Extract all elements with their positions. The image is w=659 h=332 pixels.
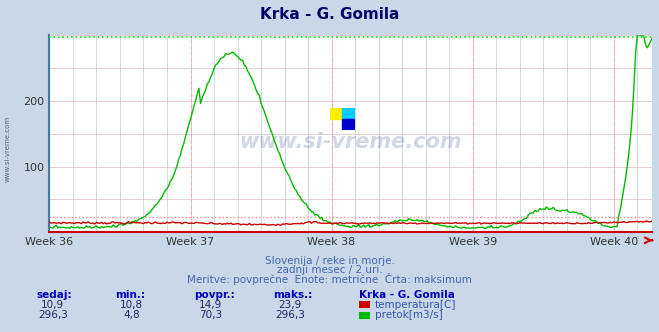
Text: www.si-vreme.com: www.si-vreme.com [240, 131, 462, 151]
Text: pretok[m3/s]: pretok[m3/s] [375, 310, 443, 320]
Text: sedaj:: sedaj: [36, 290, 72, 300]
Text: 296,3: 296,3 [275, 310, 305, 320]
Text: Krka - G. Gomila: Krka - G. Gomila [359, 290, 455, 300]
Text: maks.:: maks.: [273, 290, 313, 300]
Bar [342, 119, 355, 130]
Text: povpr.:: povpr.: [194, 290, 235, 300]
Text: www.si-vreme.com: www.si-vreme.com [5, 116, 11, 183]
Text: 23,9: 23,9 [278, 300, 302, 310]
Text: min.:: min.: [115, 290, 146, 300]
Text: Krka - G. Gomila: Krka - G. Gomila [260, 7, 399, 23]
Text: 10,9: 10,9 [41, 300, 65, 310]
Text: 296,3: 296,3 [38, 310, 68, 320]
Text: Meritve: povprečne  Enote: metrične  Črta: maksimum: Meritve: povprečne Enote: metrične Črta:… [187, 273, 472, 285]
Text: zadnji mesec / 2 uri.: zadnji mesec / 2 uri. [277, 265, 382, 275]
Text: 70,3: 70,3 [199, 310, 223, 320]
Bar [330, 108, 342, 119]
Text: 14,9: 14,9 [199, 300, 223, 310]
Text: temperatura[C]: temperatura[C] [375, 300, 457, 310]
Text: Slovenija / reke in morje.: Slovenija / reke in morje. [264, 256, 395, 266]
Text: 4,8: 4,8 [123, 310, 140, 320]
Bar [342, 108, 355, 119]
Text: 10,8: 10,8 [120, 300, 144, 310]
